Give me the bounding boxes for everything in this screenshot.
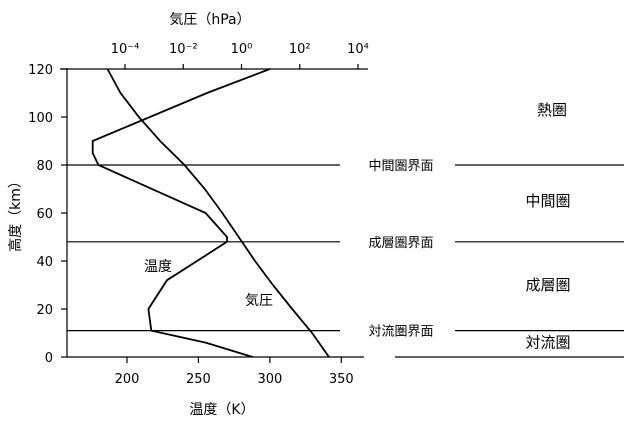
top-tick-label: 10⁻⁴	[111, 42, 140, 57]
boundary-label: 対流圏界面	[368, 325, 433, 340]
series-label-temperature: 温度	[144, 259, 172, 275]
top-tick-label: 10⁰	[231, 42, 253, 57]
y-tick-label: 100	[28, 111, 53, 126]
layer-label: 対流圏	[525, 334, 570, 352]
y-tick-label: 20	[36, 303, 53, 318]
x-tick-label: 200	[115, 372, 140, 387]
x-axis-label: 温度（K）	[189, 402, 254, 418]
y-tick-label: 120	[28, 63, 53, 78]
y-tick-label: 0	[45, 351, 53, 366]
series-line-pressure	[106, 68, 330, 358]
top-tick-label: 10⁻²	[169, 42, 198, 57]
series-label-pressure: 気圧	[245, 293, 273, 309]
y-axis-label: 高度（km）	[7, 174, 24, 252]
y-tick-label: 60	[36, 207, 53, 222]
boundary-label: 成層圏界面	[368, 236, 433, 251]
top-tick-label: 10⁴	[347, 42, 369, 57]
x-tick-label: 350	[329, 372, 354, 387]
y-tick-label: 40	[36, 255, 53, 270]
layer-label: 熱圏	[537, 101, 567, 119]
series-line-temperature	[91, 68, 271, 358]
top-tick-label: 10²	[289, 42, 311, 57]
x-tick-label: 250	[186, 372, 211, 387]
top-axis-label: 気圧（hPa）	[169, 12, 250, 28]
layer-label: 成層圏	[525, 276, 570, 294]
x-tick-label: 300	[257, 372, 282, 387]
y-tick-label: 80	[36, 159, 53, 174]
layer-label: 中間圏	[525, 192, 570, 210]
boundary-label: 中間圏界面	[368, 159, 433, 174]
